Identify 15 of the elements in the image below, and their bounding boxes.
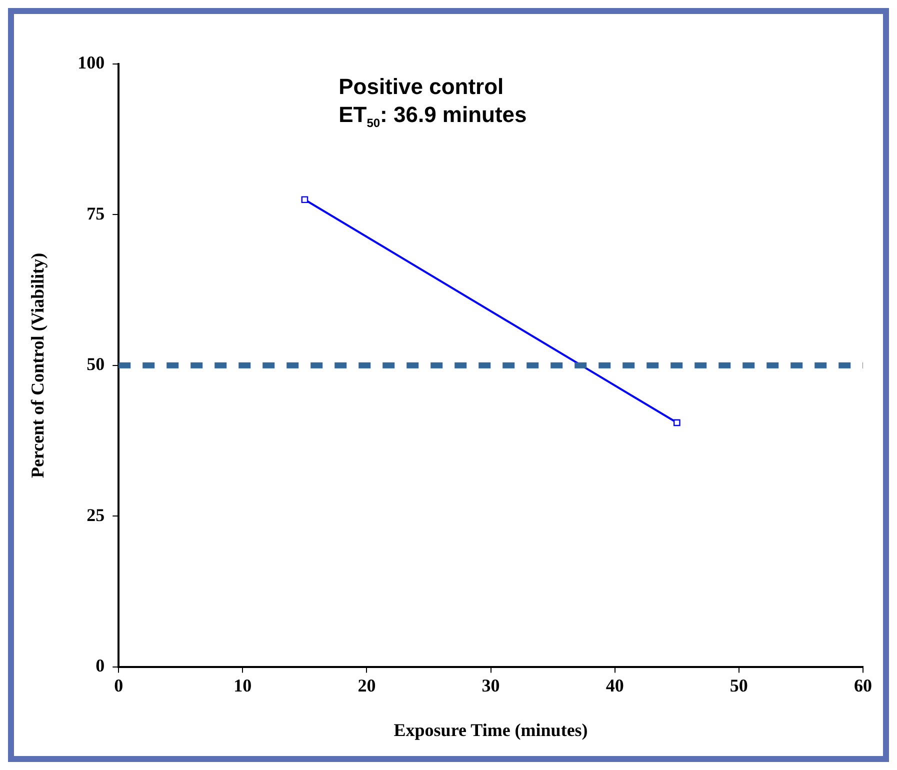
x-tick-label: 40 [606, 675, 624, 696]
y-tick-label: 100 [78, 52, 105, 73]
y-tick-label: 0 [96, 655, 105, 676]
x-axis-title: Exposure Time (minutes) [394, 720, 588, 740]
x-tick-label: 10 [234, 675, 252, 696]
y-tick-label: 25 [86, 504, 105, 525]
x-tick-label: 30 [482, 675, 500, 696]
x-tick-label: 20 [358, 675, 376, 696]
y-tick-label: 75 [86, 203, 105, 224]
y-tick-label: 50 [86, 354, 105, 374]
x-tick-label: 0 [114, 675, 124, 696]
annotation: Positive control [338, 74, 504, 99]
x-tick-label: 60 [854, 675, 872, 696]
y-axis-title: Percent of Control (Viability) [27, 252, 48, 478]
x-tick-label: 50 [730, 675, 748, 696]
